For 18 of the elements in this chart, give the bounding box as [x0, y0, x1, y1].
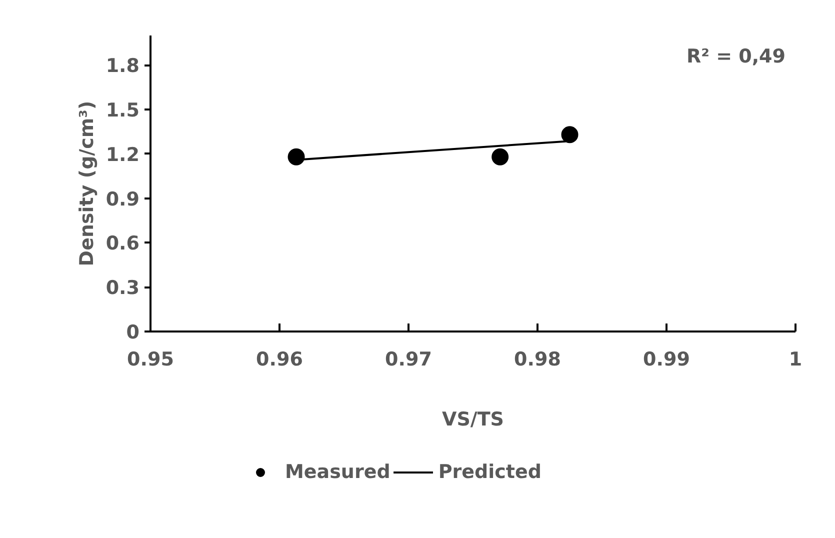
x-axis-title: VS/TS — [442, 408, 504, 430]
x-tick-label: 0.97 — [385, 348, 432, 370]
legend-label: Measured — [285, 461, 390, 483]
y-tick-label: 0.9 — [106, 188, 140, 210]
y-tick-label: 0.6 — [106, 232, 140, 255]
legend-label: Predicted — [438, 461, 542, 483]
x-tick-label: 1 — [788, 348, 802, 370]
y-tick-label: 1.5 — [106, 100, 140, 122]
x-tick-label: 0.95 — [127, 348, 174, 370]
annotation: R² = 0,49 — [686, 46, 786, 68]
y-tick-label: 0 — [126, 322, 140, 344]
y-tick-label: 1.8 — [106, 55, 140, 78]
x-tick-label: 0.98 — [514, 348, 561, 370]
x-tick-label: 0.99 — [643, 348, 690, 370]
y-tick-label: 0.3 — [106, 277, 140, 300]
x-tick-label: 0.96 — [256, 348, 303, 370]
y-tick-label: 1.2 — [106, 144, 140, 166]
y-axis-title: Density (g/cm³) — [76, 100, 98, 266]
